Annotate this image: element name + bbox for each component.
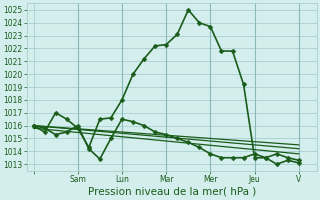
X-axis label: Pression niveau de la mer( hPa ): Pression niveau de la mer( hPa ) [88, 187, 256, 197]
